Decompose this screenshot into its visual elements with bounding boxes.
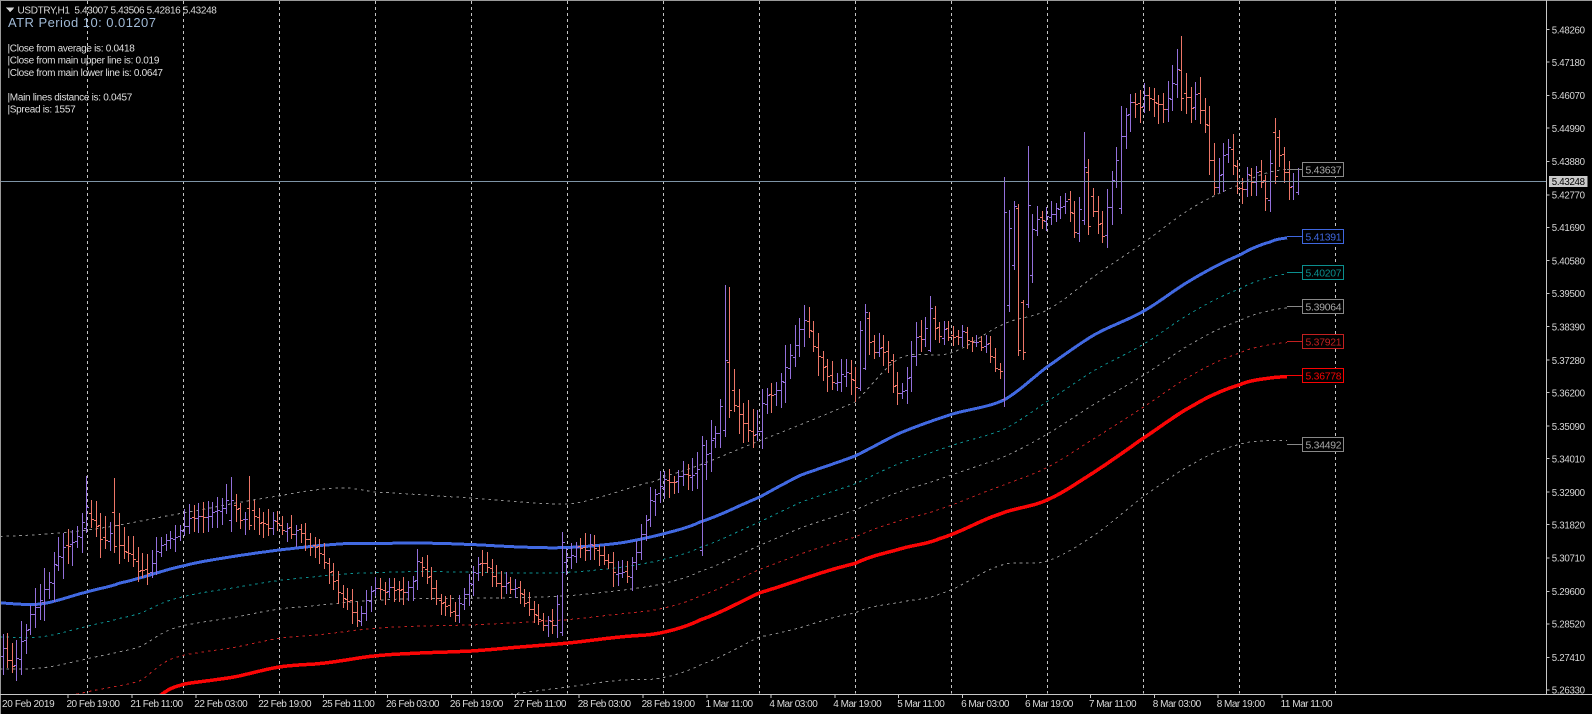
svg-text:5.30710: 5.30710 xyxy=(1552,554,1586,565)
svg-text:21 Feb 11:00: 21 Feb 11:00 xyxy=(130,699,183,710)
svg-text:5.38390: 5.38390 xyxy=(1552,323,1586,334)
svg-text:20 Feb 2019: 20 Feb 2019 xyxy=(2,699,55,710)
svg-text:5.39064: 5.39064 xyxy=(1306,302,1342,313)
svg-text:25 Feb 11:00: 25 Feb 11:00 xyxy=(322,699,375,710)
svg-text:|Close from average is: 0.0418: |Close from average is: 0.0418 xyxy=(8,44,136,55)
svg-text:ATR Period 10: 0.01207: ATR Period 10: 0.01207 xyxy=(8,15,156,30)
svg-text:|Main lines distance is: 0.045: |Main lines distance is: 0.0457 xyxy=(8,92,133,103)
svg-text:7 Mar 11:00: 7 Mar 11:00 xyxy=(1089,699,1137,710)
svg-text:1 Mar 11:00: 1 Mar 11:00 xyxy=(706,699,754,710)
svg-text:5.27410: 5.27410 xyxy=(1552,653,1586,664)
svg-text:5.39500: 5.39500 xyxy=(1552,289,1586,300)
svg-text:5.34010: 5.34010 xyxy=(1552,454,1586,465)
svg-text:5 Mar 11:00: 5 Mar 11:00 xyxy=(897,699,945,710)
svg-text:5.35090: 5.35090 xyxy=(1552,422,1586,433)
svg-text:22 Feb 03:00: 22 Feb 03:00 xyxy=(194,699,248,710)
svg-text:|Close from main lower line is: |Close from main lower line is: 0.0647 xyxy=(8,68,164,79)
svg-text:28 Feb 19:00: 28 Feb 19:00 xyxy=(642,699,696,710)
svg-text:4 Mar 19:00: 4 Mar 19:00 xyxy=(833,699,882,710)
svg-text:5.44990: 5.44990 xyxy=(1552,124,1586,135)
svg-text:5.42770: 5.42770 xyxy=(1552,191,1586,202)
svg-text:|Close from main upper line is: |Close from main upper line is: 0.019 xyxy=(8,56,160,67)
svg-text:5.28520: 5.28520 xyxy=(1552,620,1586,631)
svg-text:5.40207: 5.40207 xyxy=(1306,268,1342,279)
svg-text:USDTRY,H1 5.43007 5.43506 5.4: USDTRY,H1 5.43007 5.43506 5.42816 5.4324… xyxy=(18,6,218,17)
svg-text:5.43248: 5.43248 xyxy=(1552,177,1585,188)
svg-text:5.34492: 5.34492 xyxy=(1306,440,1342,451)
svg-text:|Spread is: 1557: |Spread is: 1557 xyxy=(8,105,77,116)
svg-text:26 Feb 19:00: 26 Feb 19:00 xyxy=(450,699,504,710)
svg-text:5.31820: 5.31820 xyxy=(1552,520,1586,531)
svg-text:5.43880: 5.43880 xyxy=(1552,157,1586,168)
svg-text:5.47180: 5.47180 xyxy=(1552,58,1586,69)
svg-text:5.36778: 5.36778 xyxy=(1306,371,1342,382)
svg-text:5.37921: 5.37921 xyxy=(1306,337,1342,348)
svg-text:20 Feb 19:00: 20 Feb 19:00 xyxy=(67,699,121,710)
svg-text:27 Feb 11:00: 27 Feb 11:00 xyxy=(514,699,567,710)
svg-text:5.29600: 5.29600 xyxy=(1552,587,1586,598)
svg-text:5.41690: 5.41690 xyxy=(1552,223,1586,234)
svg-text:26 Feb 03:00: 26 Feb 03:00 xyxy=(386,699,440,710)
svg-text:5.37280: 5.37280 xyxy=(1552,356,1586,367)
svg-text:8 Mar 19:00: 8 Mar 19:00 xyxy=(1217,699,1266,710)
svg-text:5.46070: 5.46070 xyxy=(1552,91,1586,102)
svg-text:5.36200: 5.36200 xyxy=(1552,388,1586,399)
svg-text:5.41391: 5.41391 xyxy=(1306,232,1342,243)
svg-text:6 Mar 19:00: 6 Mar 19:00 xyxy=(1025,699,1074,710)
svg-text:5.32900: 5.32900 xyxy=(1552,488,1586,499)
svg-text:6 Mar 03:00: 6 Mar 03:00 xyxy=(961,699,1010,710)
svg-text:22 Feb 19:00: 22 Feb 19:00 xyxy=(258,699,312,710)
svg-text:28 Feb 03:00: 28 Feb 03:00 xyxy=(578,699,632,710)
svg-text:8 Mar 03:00: 8 Mar 03:00 xyxy=(1153,699,1202,710)
svg-text:4 Mar 03:00: 4 Mar 03:00 xyxy=(769,699,818,710)
svg-text:5.26330: 5.26330 xyxy=(1552,686,1586,697)
svg-text:5.48260: 5.48260 xyxy=(1552,25,1586,36)
svg-text:5.43637: 5.43637 xyxy=(1306,165,1342,176)
svg-text:5.40580: 5.40580 xyxy=(1552,257,1586,268)
svg-text:11 Mar 11:00: 11 Mar 11:00 xyxy=(1281,699,1333,710)
